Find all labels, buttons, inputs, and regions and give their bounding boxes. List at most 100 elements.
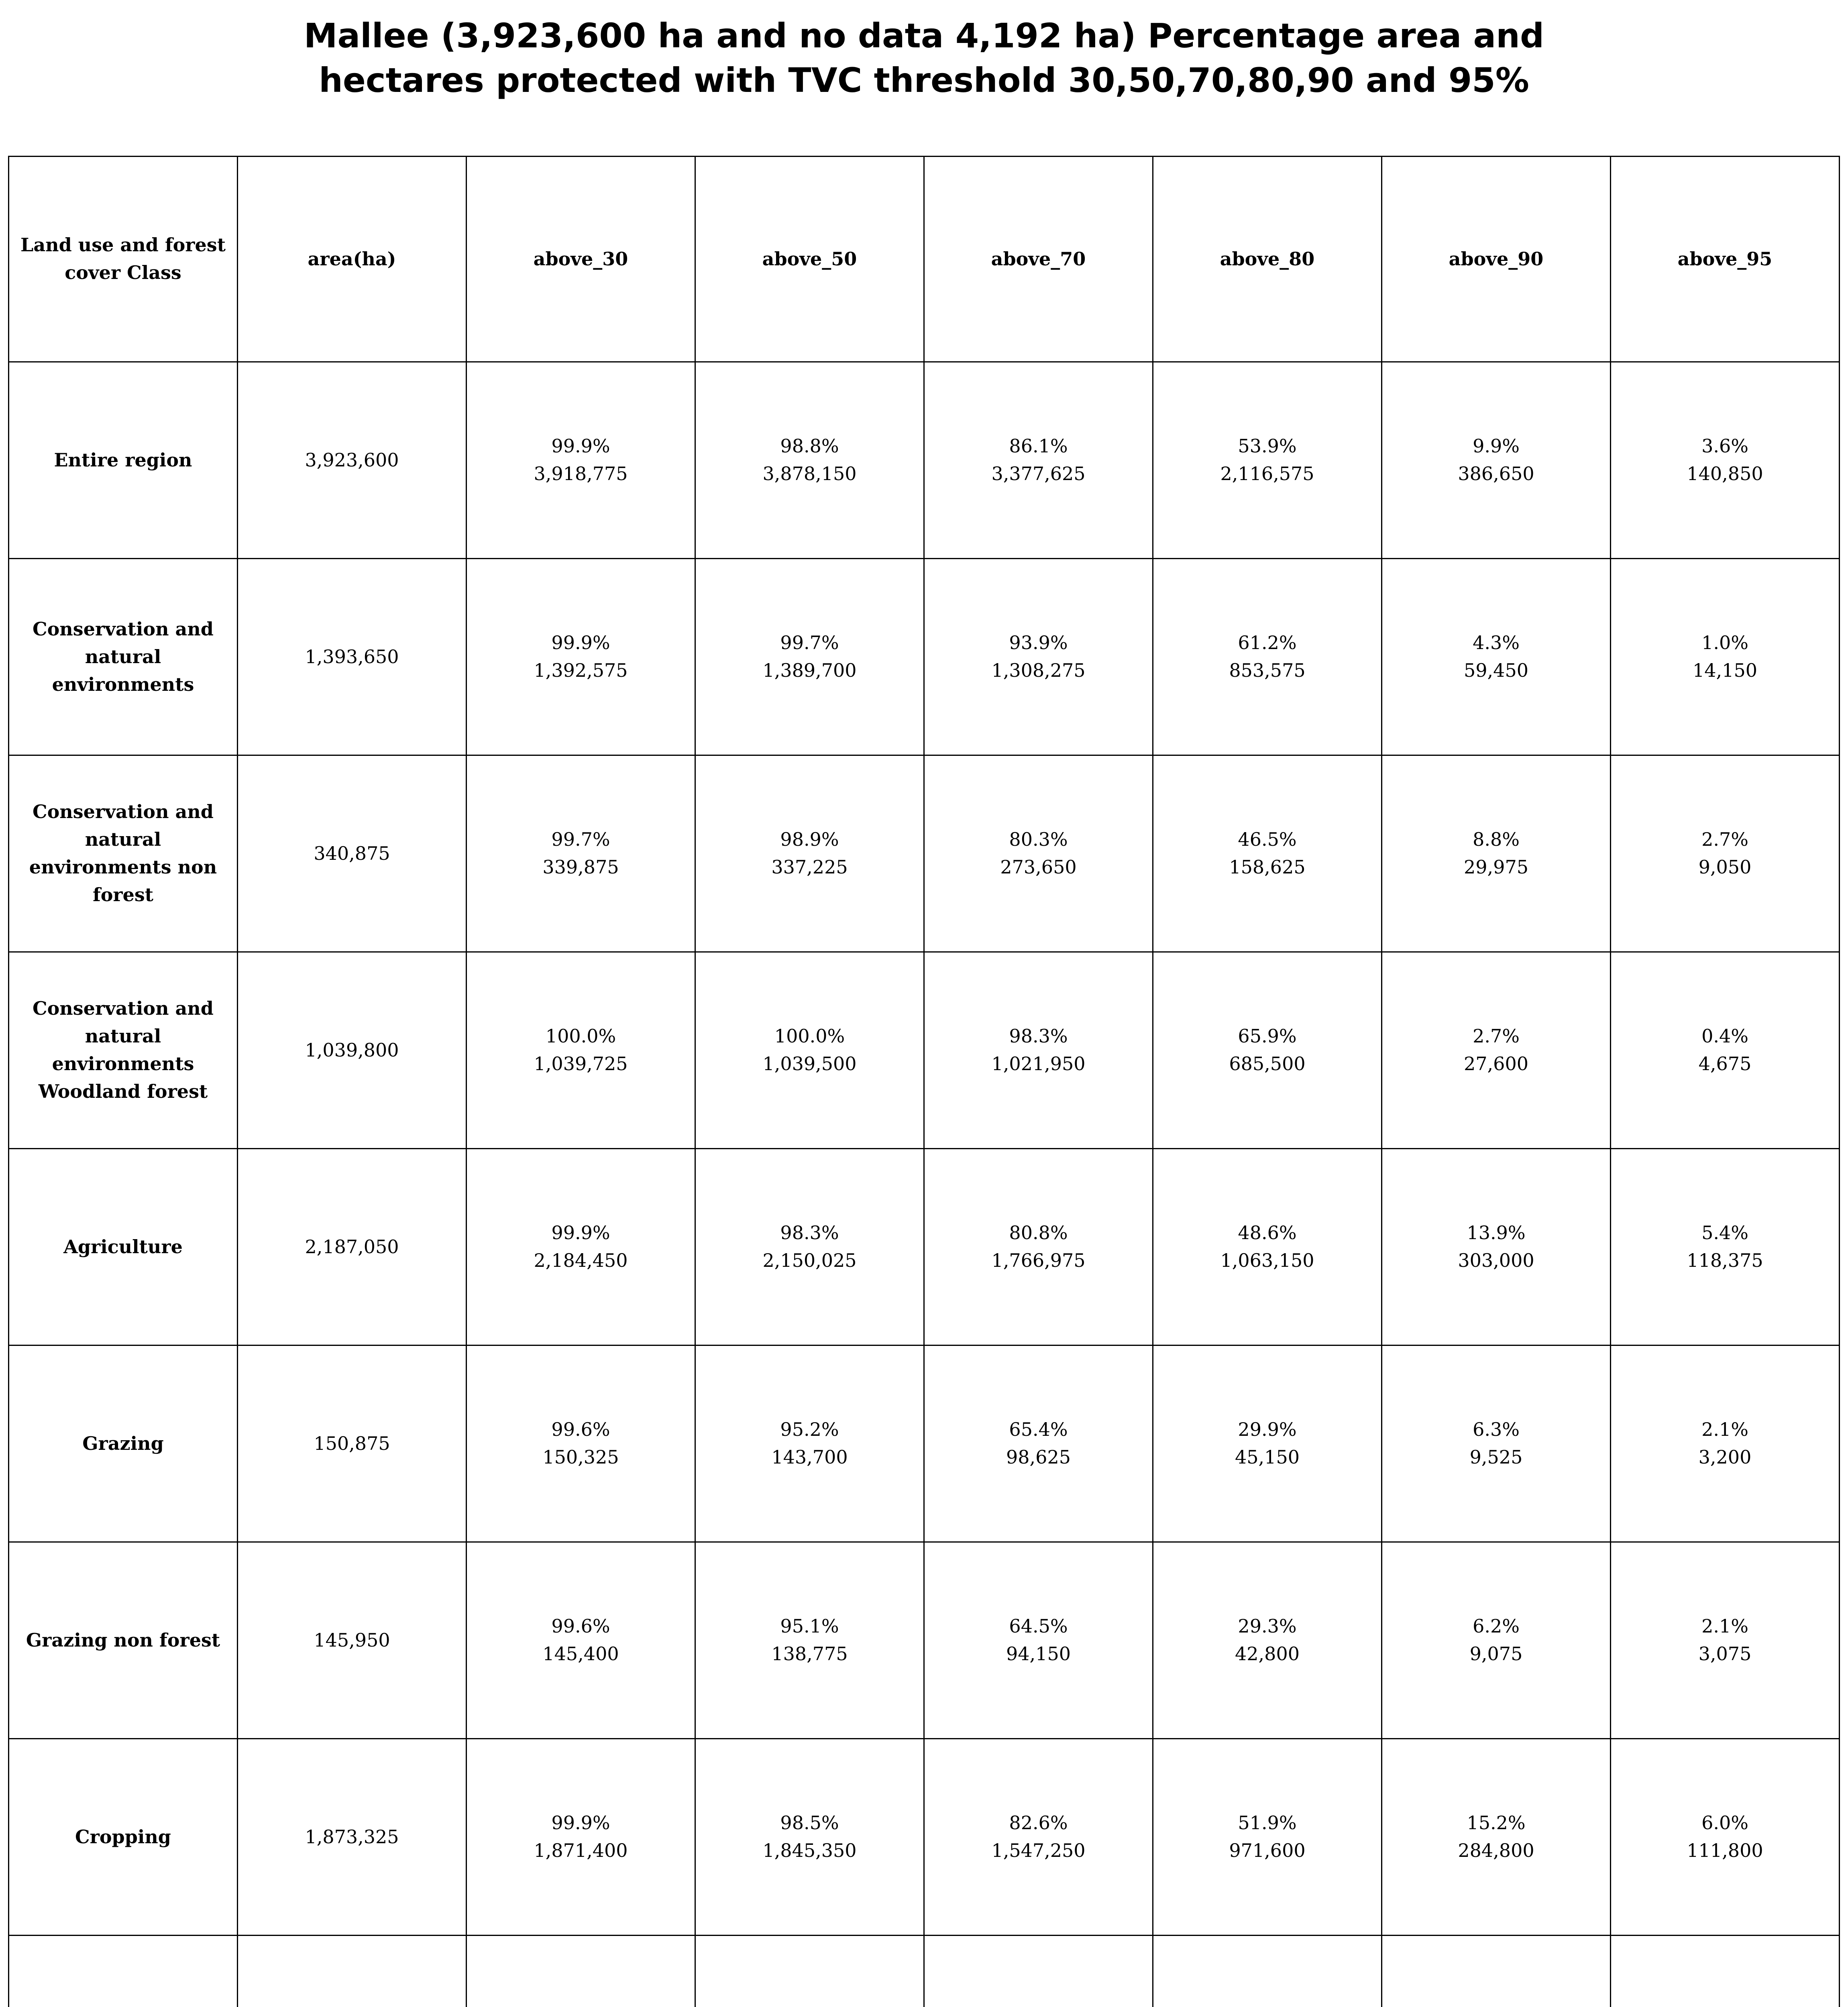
hectares-value: 1,766,975 xyxy=(991,1250,1086,1272)
threshold-cell: 2.7% 27,600 xyxy=(1381,951,1611,1149)
hectares-value: 4,675 xyxy=(1698,1053,1752,1075)
threshold-cell: 100.0% 1,039,725 xyxy=(466,951,696,1149)
percent-value: 13.9% xyxy=(1467,1222,1526,1244)
hectares-value: 2,116,575 xyxy=(1220,463,1314,485)
percent-value: 0.4% xyxy=(1701,1025,1748,1047)
percent-value: 2.7% xyxy=(1701,828,1748,851)
percent-value: 9.9% xyxy=(1473,435,1520,457)
percent-value: 51.9% xyxy=(1238,1812,1297,1834)
threshold-cell: 9.9% 386,650 xyxy=(1381,361,1611,559)
percent-value: 98.5% xyxy=(780,1812,839,1834)
table-row: Agriculture 2,187,050 99.9% 2,184,450 98.3% 2… xyxy=(8,1148,1840,1346)
percent-value: 82.6% xyxy=(1009,1812,1068,1834)
hectares-value: 9,525 xyxy=(1469,1446,1523,1468)
hectares-value: 138,775 xyxy=(771,1643,848,1665)
hectares-value: 2,184,450 xyxy=(534,1250,628,1272)
hectares-value: 9,075 xyxy=(1469,1643,1523,1665)
threshold-cell: 99.7% 1,389,700 xyxy=(695,558,925,756)
area-ha-cell: 150,875 xyxy=(237,1344,467,1543)
hectares-value: 59,450 xyxy=(1464,660,1528,682)
percent-value: 99.7% xyxy=(551,828,610,851)
header-above-80: above_80 xyxy=(1152,155,1382,362)
threshold-cell: 2.1% 3,075 xyxy=(1610,1541,1840,1739)
percent-value: 2.1% xyxy=(1701,1419,1748,1441)
hectares-value: 337,225 xyxy=(771,856,848,878)
percent-value: 4.3% xyxy=(1473,632,1520,654)
percent-value: 98.3% xyxy=(780,1222,839,1244)
threshold-cell: 15.2% 284,800 xyxy=(1381,1738,1611,1936)
percent-value: 65.9% xyxy=(1238,1025,1297,1047)
threshold-cell: 99.9% 1,392,575 xyxy=(466,558,696,756)
hectares-value: 1,063,150 xyxy=(1220,1250,1314,1272)
hectares-value: 339,875 xyxy=(542,856,619,878)
threshold-cell: 8.8% 29,975 xyxy=(1381,754,1611,953)
hectares-value: 1,039,725 xyxy=(534,1053,628,1075)
area-ha-cell: 1,039,800 xyxy=(237,951,467,1149)
percent-value: 99.7% xyxy=(780,632,839,654)
threshold-cell: 29.9% 45,150 xyxy=(1152,1344,1382,1543)
percent-value: 1.0% xyxy=(1701,632,1748,654)
hectares-value: 1,845,350 xyxy=(762,1840,857,1862)
percent-value: 65.4% xyxy=(1009,1419,1068,1441)
percent-value: 8.8% xyxy=(1473,828,1520,851)
hectares-value: 14,150 xyxy=(1693,660,1757,682)
percent-value: 95.1% xyxy=(780,1615,839,1637)
hectares-value: 140,850 xyxy=(1687,463,1763,485)
table-row: Cropping 1,873,325 99.9% 1,871,400 98.5% 1,84… xyxy=(8,1738,1840,1936)
percent-value: 64.5% xyxy=(1009,1615,1068,1637)
threshold-cell: 13.9% 303,000 xyxy=(1381,1148,1611,1346)
header-above-30: above_30 xyxy=(466,155,696,362)
hectares-value: 303,000 xyxy=(1458,1250,1534,1272)
hectares-value: 29,975 xyxy=(1464,856,1528,878)
title-line-1: Mallee (3,923,600 ha and no data 4,192 h… xyxy=(304,16,1544,55)
row-label-cell: Conservation and natural environments no… xyxy=(8,754,238,953)
threshold-cell: 2.7% 9,050 xyxy=(1610,754,1840,953)
threshold-cell: 98.3% 2,150,025 xyxy=(695,1148,925,1346)
percent-value: 99.9% xyxy=(551,632,610,654)
percent-value: 98.9% xyxy=(780,828,839,851)
threshold-cell: 95.1% 138,775 xyxy=(695,1541,925,1739)
percent-value: 99.6% xyxy=(551,1615,610,1637)
area-ha-cell: 340,875 xyxy=(237,754,467,953)
threshold-cell: 80.8% 1,766,975 xyxy=(923,1148,1153,1346)
table-row: Conservation and natural environments 1,3… xyxy=(8,558,1840,756)
threshold-cell: 99.9% 1,871,400 xyxy=(466,1738,696,1936)
table-row: Irrigation158,47599.9%158,35098.9%156,70… xyxy=(8,1934,1840,2007)
threshold-cell: 82.6% 1,547,250 xyxy=(923,1738,1153,1936)
table-header: Land use and forest cover Class area(ha)… xyxy=(8,155,1840,362)
area-ha-cell: 1,393,650 xyxy=(237,558,467,756)
hectares-value: 685,500 xyxy=(1229,1053,1306,1075)
threshold-cell: 98.9% 337,225 xyxy=(695,754,925,953)
hectares-value: 273,650 xyxy=(1000,856,1077,878)
threshold-cell: 2.1%3,325 xyxy=(1610,1934,1840,2007)
percent-value: 6.3% xyxy=(1473,1419,1520,1441)
hectares-value: 1,392,575 xyxy=(534,660,628,682)
threshold-cell: 99.9% 2,184,450 xyxy=(466,1148,696,1346)
threshold-cell: 29.3% 42,800 xyxy=(1152,1541,1382,1739)
header-above-50: above_50 xyxy=(695,155,925,362)
threshold-cell: 5.4% 118,375 xyxy=(1610,1148,1840,1346)
threshold-cell: 0.4% 4,675 xyxy=(1610,951,1840,1149)
hectares-value: 1,871,400 xyxy=(534,1840,628,1862)
percent-value: 93.9% xyxy=(1009,632,1068,654)
threshold-cell: 6.0% 111,800 xyxy=(1610,1738,1840,1936)
hectares-value: 3,918,775 xyxy=(534,463,628,485)
hectares-value: 150,325 xyxy=(542,1446,619,1468)
threshold-cell: 53.9% 2,116,575 xyxy=(1152,361,1382,559)
percent-value: 61.2% xyxy=(1238,632,1297,654)
hectares-value: 42,800 xyxy=(1235,1643,1300,1665)
percent-value: 100.0% xyxy=(545,1025,616,1047)
table-row: Conservation and natural environments no… xyxy=(8,754,1840,953)
hectares-value: 1,308,275 xyxy=(991,660,1086,682)
threshold-cell: 65.4% 98,625 xyxy=(923,1344,1153,1543)
percent-value: 80.8% xyxy=(1009,1222,1068,1244)
hectares-value: 145,400 xyxy=(542,1643,619,1665)
percent-value: 53.9% xyxy=(1238,435,1297,457)
row-label-cell: Irrigation xyxy=(8,1934,238,2007)
threshold-cell: 4.3% 59,450 xyxy=(1381,558,1611,756)
threshold-cell: 1.0% 14,150 xyxy=(1610,558,1840,756)
tvc-threshold-table: Land use and forest cover Class area(ha)… xyxy=(8,155,1840,2007)
threshold-cell: 99.9% 3,918,775 xyxy=(466,361,696,559)
area-ha-cell: 158,475 xyxy=(237,1934,467,2007)
header-above-90: above_90 xyxy=(1381,155,1611,362)
